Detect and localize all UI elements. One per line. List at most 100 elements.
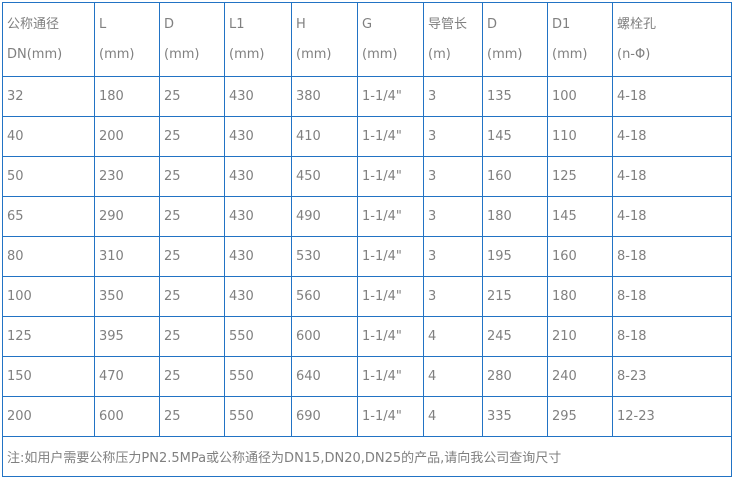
- table-cell: 230: [94, 156, 160, 197]
- table-cell: 1-1/4": [357, 156, 424, 197]
- table-cell: 215: [482, 276, 548, 317]
- table-cell: 135: [482, 76, 548, 117]
- table-cell: 490: [291, 196, 358, 237]
- header-cell: 螺栓孔 (n-Φ): [612, 2, 732, 77]
- table-cell: 4-18: [612, 196, 732, 237]
- header-line1: 公称通径: [7, 16, 60, 32]
- header-cell: D (mm): [482, 2, 548, 77]
- header-row: 公称通径 DN(mm) L (mm) D (mm) L1 (mm) H (mm) G (mm) 导管长 (…: [2, 2, 732, 77]
- table-cell: 600: [291, 316, 358, 357]
- table-row: 50 230 25 430 450 1-1/4" 3 160 125 4-18: [2, 156, 732, 197]
- table-cell: 430: [224, 76, 292, 117]
- header-line1: D: [487, 16, 498, 32]
- table-cell: 150: [2, 356, 95, 397]
- dimension-spec-table: 公称通径 DN(mm) L (mm) D (mm) L1 (mm) H (mm) G (mm) 导管长 (…: [2, 2, 732, 477]
- table-cell: 470: [94, 356, 160, 397]
- header-line2: (mm): [229, 46, 265, 62]
- table-cell: 25: [159, 356, 225, 397]
- table-cell: 210: [547, 316, 613, 357]
- header-cell: L (mm): [94, 2, 160, 77]
- header-line1: H: [296, 16, 306, 32]
- table-cell: 25: [159, 236, 225, 277]
- table-body: 32 180 25 430 380 1-1/4" 3 135 100 4-18 40 200 25 430…: [2, 76, 732, 477]
- table-cell: 80: [2, 236, 95, 277]
- table-cell: 1-1/4": [357, 276, 424, 317]
- table-cell: 450: [291, 156, 358, 197]
- table-cell: 145: [547, 196, 613, 237]
- table-cell: 245: [482, 316, 548, 357]
- table-cell: 25: [159, 76, 225, 117]
- header-cell: H (mm): [291, 2, 358, 77]
- table-cell: 4: [423, 396, 483, 437]
- header-cell: D (mm): [159, 2, 225, 77]
- table-cell: 8-18: [612, 316, 732, 357]
- table-cell: 1-1/4": [357, 316, 424, 357]
- header-line2: DN(mm): [7, 46, 63, 62]
- table-cell: 145: [482, 116, 548, 157]
- table-cell: 195: [482, 236, 548, 277]
- table-cell: 600: [94, 396, 160, 437]
- table-cell: 430: [224, 196, 292, 237]
- table-cell: 640: [291, 356, 358, 397]
- table-cell: 25: [159, 316, 225, 357]
- table-cell: 4-18: [612, 156, 732, 197]
- note-text: 注:如用户需要公称压力PN2.5MPa或公称通径为DN15,DN20,DN25的…: [2, 436, 732, 477]
- header-line2: (mm): [552, 46, 588, 62]
- table-cell: 3: [423, 236, 483, 277]
- table-cell: 200: [94, 116, 160, 157]
- table-cell: 380: [291, 76, 358, 117]
- table-row: 65 290 25 430 490 1-1/4" 3 180 145 4-18: [2, 196, 732, 237]
- table-cell: 395: [94, 316, 160, 357]
- table-row: 40 200 25 430 410 1-1/4" 3 145 110 4-18: [2, 116, 732, 157]
- table-cell: 160: [547, 236, 613, 277]
- table-cell: 8-23: [612, 356, 732, 397]
- header-line2: (mm): [99, 46, 135, 62]
- table-row: 125 395 25 550 600 1-1/4" 4 245 210 8-18: [2, 316, 732, 357]
- table-cell: 3: [423, 196, 483, 237]
- table-cell: 50: [2, 156, 95, 197]
- table-cell: 32: [2, 76, 95, 117]
- table-cell: 1-1/4": [357, 116, 424, 157]
- table-cell: 8-18: [612, 236, 732, 277]
- table-cell: 100: [2, 276, 95, 317]
- table-cell: 1-1/4": [357, 396, 424, 437]
- note-row: 注:如用户需要公称压力PN2.5MPa或公称通径为DN15,DN20,DN25的…: [2, 436, 732, 477]
- table-cell: 200: [2, 396, 95, 437]
- table-cell: 430: [224, 156, 292, 197]
- table-cell: 430: [224, 276, 292, 317]
- table-cell: 125: [547, 156, 613, 197]
- table-cell: 1-1/4": [357, 236, 424, 277]
- table-cell: 1-1/4": [357, 76, 424, 117]
- header-line2: (mm): [296, 46, 332, 62]
- table-cell: 180: [94, 76, 160, 117]
- table-cell: 530: [291, 236, 358, 277]
- table-cell: 25: [159, 116, 225, 157]
- table-cell: 110: [547, 116, 613, 157]
- spec-table-container: 公称通径 DN(mm) L (mm) D (mm) L1 (mm) H (mm) G (mm) 导管长 (…: [2, 2, 732, 477]
- table-cell: 40: [2, 116, 95, 157]
- table-cell: 8-18: [612, 276, 732, 317]
- header-cell: 导管长 (m): [423, 2, 483, 77]
- header-cell: D1 (mm): [547, 2, 613, 77]
- table-cell: 560: [291, 276, 358, 317]
- table-cell: 1-1/4": [357, 356, 424, 397]
- header-line1: 螺栓孔: [617, 16, 657, 32]
- table-cell: 180: [547, 276, 613, 317]
- table-cell: 4: [423, 356, 483, 397]
- table-cell: 3: [423, 116, 483, 157]
- table-cell: 430: [224, 116, 292, 157]
- table-cell: 3: [423, 76, 483, 117]
- table-cell: 4-18: [612, 76, 732, 117]
- header-cell: 公称通径 DN(mm): [2, 2, 95, 77]
- table-row: 200 600 25 550 690 1-1/4" 4 335 295 12-23: [2, 396, 732, 437]
- header-line2: (mm): [487, 46, 523, 62]
- table-cell: 280: [482, 356, 548, 397]
- table-cell: 180: [482, 196, 548, 237]
- header-line1: D: [164, 16, 175, 32]
- table-cell: 240: [547, 356, 613, 397]
- table-cell: 550: [224, 396, 292, 437]
- table-cell: 430: [224, 236, 292, 277]
- table-cell: 290: [94, 196, 160, 237]
- table-cell: 550: [224, 356, 292, 397]
- header-cell: L1 (mm): [224, 2, 292, 77]
